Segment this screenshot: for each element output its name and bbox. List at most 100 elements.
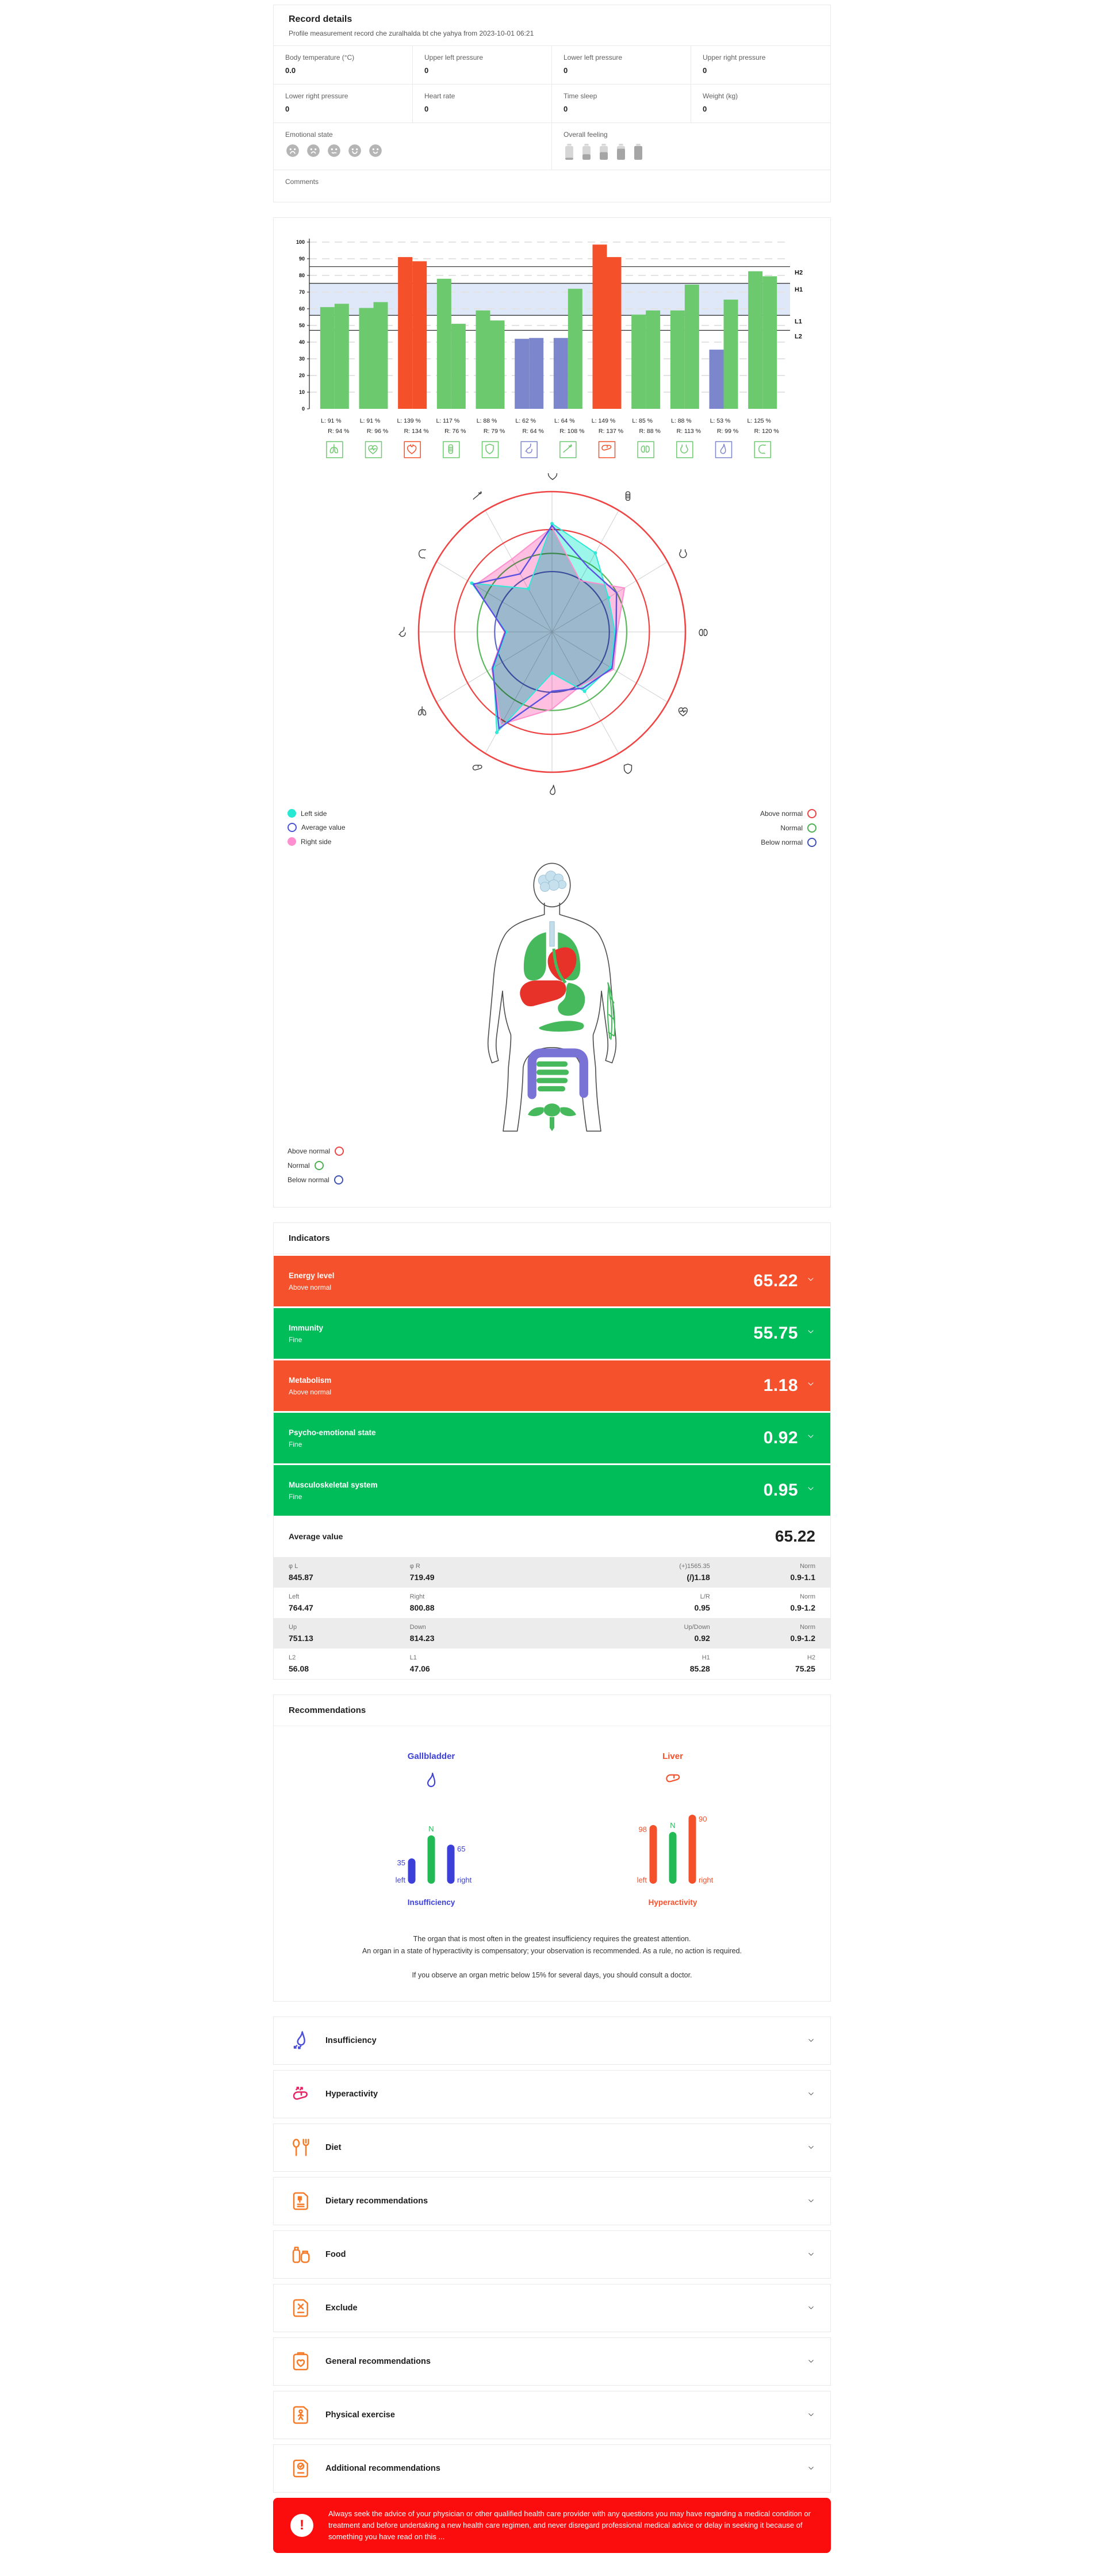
field-value: 0 [285, 105, 290, 113]
outline-dot-icon [807, 823, 816, 833]
chevron-down-icon[interactable] [807, 2143, 815, 2152]
chevron-down-icon[interactable] [807, 2410, 815, 2419]
emotion-wry-icon[interactable] [327, 143, 342, 158]
comments-field[interactable]: Comments [274, 170, 830, 202]
organ-state-caption: Insufficiency [407, 1898, 455, 1907]
indicator-status: Above normal [289, 1283, 332, 1291]
field-cell[interactable]: Heart rate 0 [413, 85, 552, 123]
accordion-additional-recommendations[interactable]: Additional recommendations [273, 2444, 831, 2493]
chevron-down-icon[interactable] [807, 2090, 815, 2098]
field-value: 0 [424, 105, 429, 113]
chevron-down-icon[interactable] [807, 2036, 815, 2045]
accordion-diet[interactable]: Diet [273, 2123, 831, 2172]
legend-item: Left side [288, 809, 346, 818]
battery-55-icon[interactable] [598, 143, 610, 160]
svg-text:R: 113 %: R: 113 % [677, 428, 701, 435]
chevron-down-icon[interactable] [806, 1484, 815, 1493]
chevron-down-icon[interactable] [806, 1432, 815, 1441]
battery-15-icon[interactable] [564, 143, 575, 160]
chevron-down-icon[interactable] [807, 2464, 815, 2472]
table-cell-label: Norm [800, 1624, 815, 1631]
indicator-status: Above normal [289, 1387, 332, 1396]
stomach-icon [520, 441, 538, 458]
accordion-exclude[interactable]: Exclude [273, 2283, 831, 2332]
field-label: Time sleep [564, 92, 597, 100]
exercise-icon [293, 2406, 308, 2424]
legend-label: Left side [301, 809, 327, 818]
table-cell-label: H1 [702, 1654, 710, 1661]
pancreas-organ [539, 1021, 584, 1032]
accordion-label: Hyperactivity [325, 2089, 378, 2099]
hyperactivity-icon-box [289, 2082, 313, 2106]
field-cell[interactable]: Weight (kg) 0 [691, 85, 830, 123]
page: Record details Profile measurement recor… [273, 0, 831, 2576]
indicator-value: 1.18 [763, 1376, 798, 1395]
field-cell[interactable]: Upper left pressure 0 [413, 46, 552, 85]
svg-text:40: 40 [299, 339, 305, 345]
accordion-general-recommendations[interactable]: General recommendations [273, 2337, 831, 2386]
body-diagram [487, 862, 617, 1132]
chevron-down-icon[interactable] [806, 1379, 815, 1389]
accordion-insufficiency[interactable]: Insufficiency [273, 2016, 831, 2065]
table-cell: L/R 0.95 [568, 1593, 710, 1612]
svg-text:20: 20 [299, 373, 305, 378]
svg-text:L2: L2 [795, 334, 802, 340]
indicator-row-immunity[interactable]: Immunity Fine 55.75 [274, 1308, 830, 1359]
indicator-right: 0.95 [764, 1481, 815, 1500]
accordion-dietary-recommendations[interactable]: Dietary recommendations [273, 2176, 831, 2225]
battery-80-icon[interactable] [615, 143, 627, 160]
metrics-table: φ L 845.87 φ R 719.49 (+)1565.35 (/)1.18 Norm 0… [274, 1557, 830, 1679]
emotion-very-sad-icon[interactable] [285, 143, 300, 158]
svg-text:H1: H1 [795, 286, 803, 293]
field-cell[interactable]: Body temperature (°C) 0.0 [274, 46, 413, 85]
accordion-physical-exercise[interactable]: Physical exercise [273, 2390, 831, 2439]
table-cell: φ L 845.87 [289, 1563, 410, 1582]
field-cell[interactable]: Upper right pressure 0 [691, 46, 830, 85]
indicator-rows: Energy level Above normal 65.22 Immunity Fin… [274, 1256, 830, 1516]
table-cell-label: (+)1565.35 [679, 1563, 710, 1570]
intestine-icon [443, 441, 460, 458]
trachea-organ [549, 921, 555, 947]
field-cell[interactable]: Lower left pressure 0 [552, 46, 691, 85]
svg-text:left: left [637, 1876, 647, 1884]
insufficiency-icon [293, 2031, 305, 2049]
accordion-food[interactable]: Food [273, 2230, 831, 2279]
svg-text:L: 117 %: L: 117 % [436, 417, 459, 424]
chevron-down-icon[interactable] [806, 1275, 815, 1284]
indicator-row-musculoskeletal-system[interactable]: Musculoskeletal system Fine 0.95 [274, 1465, 830, 1516]
svg-text:left: left [396, 1876, 406, 1884]
svg-text:0: 0 [302, 406, 305, 412]
legend-item: Normal [288, 1161, 816, 1170]
indicator-row-metabolism[interactable]: Metabolism Above normal 1.18 [274, 1360, 830, 1411]
average-value: 65.22 [775, 1527, 815, 1545]
chevron-down-icon[interactable] [807, 2357, 815, 2366]
indicator-name: Psycho-emotional state [289, 1428, 376, 1437]
emotion-sad-icon[interactable] [306, 143, 321, 158]
food-icon [292, 2247, 310, 2263]
battery-40-icon[interactable] [581, 143, 592, 160]
table-cell-label: H2 [807, 1654, 815, 1661]
indicator-row-energy-level[interactable]: Energy level Above normal 65.22 [274, 1256, 830, 1306]
field-cell[interactable]: Time sleep 0 [552, 85, 691, 123]
kidneys-icon [699, 628, 708, 637]
svg-text:H2: H2 [795, 270, 803, 277]
svg-text:L: 125 %: L: 125 % [747, 417, 770, 424]
battery-100-icon[interactable] [632, 143, 644, 160]
accordion-hyperactivity[interactable]: Hyperactivity [273, 2069, 831, 2118]
table-cell: Norm 0.9-1.2 [710, 1593, 815, 1612]
chevron-down-icon[interactable] [807, 2196, 815, 2205]
stomach-icon [398, 627, 406, 637]
overall-feeling-field: Overall feeling [552, 123, 830, 170]
note-line: An organ in a state of hyperactivity is … [362, 1946, 742, 1955]
indicator-row-psycho-emotional-state[interactable]: Psycho-emotional state Fine 0.92 [274, 1413, 830, 1463]
general-icon [293, 2352, 309, 2371]
field-cell[interactable]: Lower right pressure 0 [274, 85, 413, 123]
emotion-happy-icon[interactable] [347, 143, 362, 158]
chevron-down-icon[interactable] [807, 2250, 815, 2259]
recommendation-notes: The organ that is most often in the grea… [274, 1910, 830, 2001]
chevron-down-icon[interactable] [806, 1327, 815, 1336]
emotion-slightly-happy-icon[interactable] [368, 143, 383, 158]
outline-dot-icon [335, 1147, 344, 1156]
colon-organ [527, 1048, 588, 1099]
chevron-down-icon[interactable] [807, 2303, 815, 2312]
